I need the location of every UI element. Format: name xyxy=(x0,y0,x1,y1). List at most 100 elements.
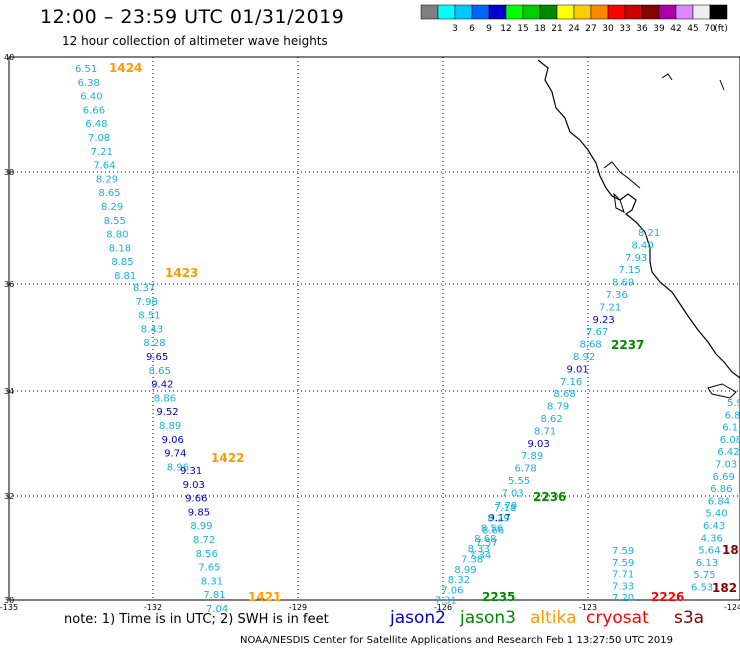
legend-item-jason2: jason2 xyxy=(390,608,446,628)
legend-item-cryosat: cryosat xyxy=(586,608,649,628)
colorbar-swatch xyxy=(505,4,524,20)
wave-height-value: 9.85 xyxy=(188,507,210,518)
wave-height-value: 8.37 xyxy=(133,283,155,294)
lat-tick: 34 xyxy=(4,387,14,396)
wave-height-value: 7.79 xyxy=(495,501,517,512)
wave-height-value: 6.51 xyxy=(75,64,97,75)
wave-height-value: 8.89 xyxy=(159,421,181,432)
map-title: 12:00 – 23:59 UTC 01/31/2019 xyxy=(40,6,345,28)
wave-height-value: 7.04 xyxy=(206,604,228,615)
wave-height-value: 8.68 xyxy=(474,534,496,545)
track-time-label: 2235 xyxy=(482,590,515,604)
footnote: note: 1) Time is in UTC; 2) SWH is in fe… xyxy=(64,612,329,627)
colorbar: 3 6 9 12 15 18 21 24 27 30 33 36 39 42 45 70(ft) xyxy=(420,4,728,34)
wave-height-value: 7.36 xyxy=(606,290,628,301)
wave-height-value: 9.03 xyxy=(183,480,205,491)
wave-height-value: 8.72 xyxy=(193,535,215,546)
lon-tick: -129 xyxy=(289,603,307,612)
lat-tick: 32 xyxy=(4,492,14,501)
wave-height-value: 8.56 xyxy=(196,549,218,560)
wave-height-value: 5.40 xyxy=(705,509,727,520)
colorbar-swatch xyxy=(522,4,541,20)
wave-height-value: 9.31 xyxy=(180,466,202,477)
wave-height-value: 7.33 xyxy=(612,581,634,592)
wave-height-value: 8.71 xyxy=(534,426,556,437)
wave-height-value: 8.56 xyxy=(481,524,503,535)
track-time-label: 2226 xyxy=(651,590,684,604)
colorbar-tick: 27 xyxy=(585,24,596,34)
wave-height-value: 8.62 xyxy=(541,414,563,425)
wave-height-value: 7.03 xyxy=(502,488,524,499)
wave-height-value: 7.59 xyxy=(612,558,634,569)
wave-height-value: 8.86 xyxy=(154,393,176,404)
track-time-label: 1421 xyxy=(248,590,281,604)
island-outline xyxy=(707,383,737,399)
colorbar-tick: 21 xyxy=(551,24,562,34)
wave-height-value: 8.33 xyxy=(468,544,490,555)
colorbar-tick: 18 xyxy=(534,24,546,34)
lat-tick: 30 xyxy=(4,596,14,605)
colorbar-swatch xyxy=(556,4,575,20)
wave-height-value: 6.84 xyxy=(708,496,730,507)
wave-height-value: 8.40 xyxy=(632,240,654,251)
wave-height-value: 7.21 xyxy=(91,147,113,158)
wave-height-value: 7.06 xyxy=(441,585,463,596)
wave-height-value: 8.31 xyxy=(201,576,223,587)
inland-outline xyxy=(719,79,725,91)
colorbar-swatch xyxy=(675,4,694,20)
wave-height-value: 6.08 xyxy=(720,435,740,446)
altimeter-tracks: 6.51 6.38 6.40 6.66 6.48 7.08 7.21 7.64 8.29 8.65… xyxy=(75,61,740,615)
colorbar-tick: 70 xyxy=(704,24,716,34)
wave-height-value: 7.98 xyxy=(136,297,158,308)
track-time-label: 2237 xyxy=(611,338,644,352)
wave-height-value: 8.92 xyxy=(573,352,595,363)
wave-height-value: 9.01 xyxy=(567,364,589,375)
wave-height-value: 9.06 xyxy=(162,435,184,446)
wave-height-value: 8.85 xyxy=(111,257,133,268)
wave-height-value: 7.20 xyxy=(612,593,634,604)
track-time-label: 1422 xyxy=(211,451,244,465)
colorbar-swatch xyxy=(420,4,439,20)
colorbar-swatch xyxy=(573,4,592,20)
wave-height-value: 6.38 xyxy=(78,78,100,89)
wave-height-value: 7.15 xyxy=(619,265,641,276)
track-time-label: 1424 xyxy=(109,61,142,75)
wave-height-value: 7.93 xyxy=(625,253,647,264)
bay-inlet xyxy=(613,192,625,213)
wave-height-value: 5.55 xyxy=(508,476,530,487)
wave-height-value: 8.55 xyxy=(104,216,126,227)
colorbar-tick: 36 xyxy=(636,24,648,34)
wave-height-value: 8.21 xyxy=(638,228,660,239)
wave-height-value: 5.75 xyxy=(693,570,715,581)
map-subtitle: 12 hour collection of altimeter wave hei… xyxy=(62,34,328,48)
colorbar-swatch xyxy=(624,4,643,20)
lon-tick: -135 xyxy=(0,603,18,612)
wave-height-value: 6.66 xyxy=(83,105,105,116)
wave-height-value: 6.13 xyxy=(696,558,718,569)
wave-height-value: 8.81 xyxy=(114,271,136,282)
colorbar-tick: 42 xyxy=(670,24,681,34)
colorbar-unit: (ft) xyxy=(714,24,728,34)
lon-tick: -132 xyxy=(144,603,162,612)
lat-tick: 36 xyxy=(4,280,14,289)
wave-height-value: 9.52 xyxy=(156,407,178,418)
wave-height-value: 8.80 xyxy=(106,230,128,241)
track-time-label: 1423 xyxy=(165,266,198,280)
colorbar-swatch xyxy=(488,4,507,20)
colorbar-tick: 15 xyxy=(517,24,528,34)
wave-height-value: 8.32 xyxy=(448,575,470,586)
map-frame xyxy=(8,56,740,601)
wave-height-value: 8.51 xyxy=(138,311,160,322)
lon-tick: -126 xyxy=(434,603,452,612)
bay-outline xyxy=(603,161,641,189)
colorbar-swatch xyxy=(454,4,473,20)
axis-labels: 40 38 36 34 32 30-135 -132 -129 -126 -123 -124 xyxy=(0,53,740,612)
wave-height-value: 8.68 xyxy=(580,340,602,351)
colorbar-swatch xyxy=(709,4,728,20)
wave-height-value: 6.53 xyxy=(691,583,713,594)
wave-height-value: 8.29 xyxy=(487,513,509,524)
wave-height-value: 6.8 xyxy=(725,410,740,421)
colorbar-swatch xyxy=(641,4,660,20)
wave-height-value: 7.03 xyxy=(715,460,737,471)
wave-height-value: 8.29 xyxy=(101,202,123,213)
